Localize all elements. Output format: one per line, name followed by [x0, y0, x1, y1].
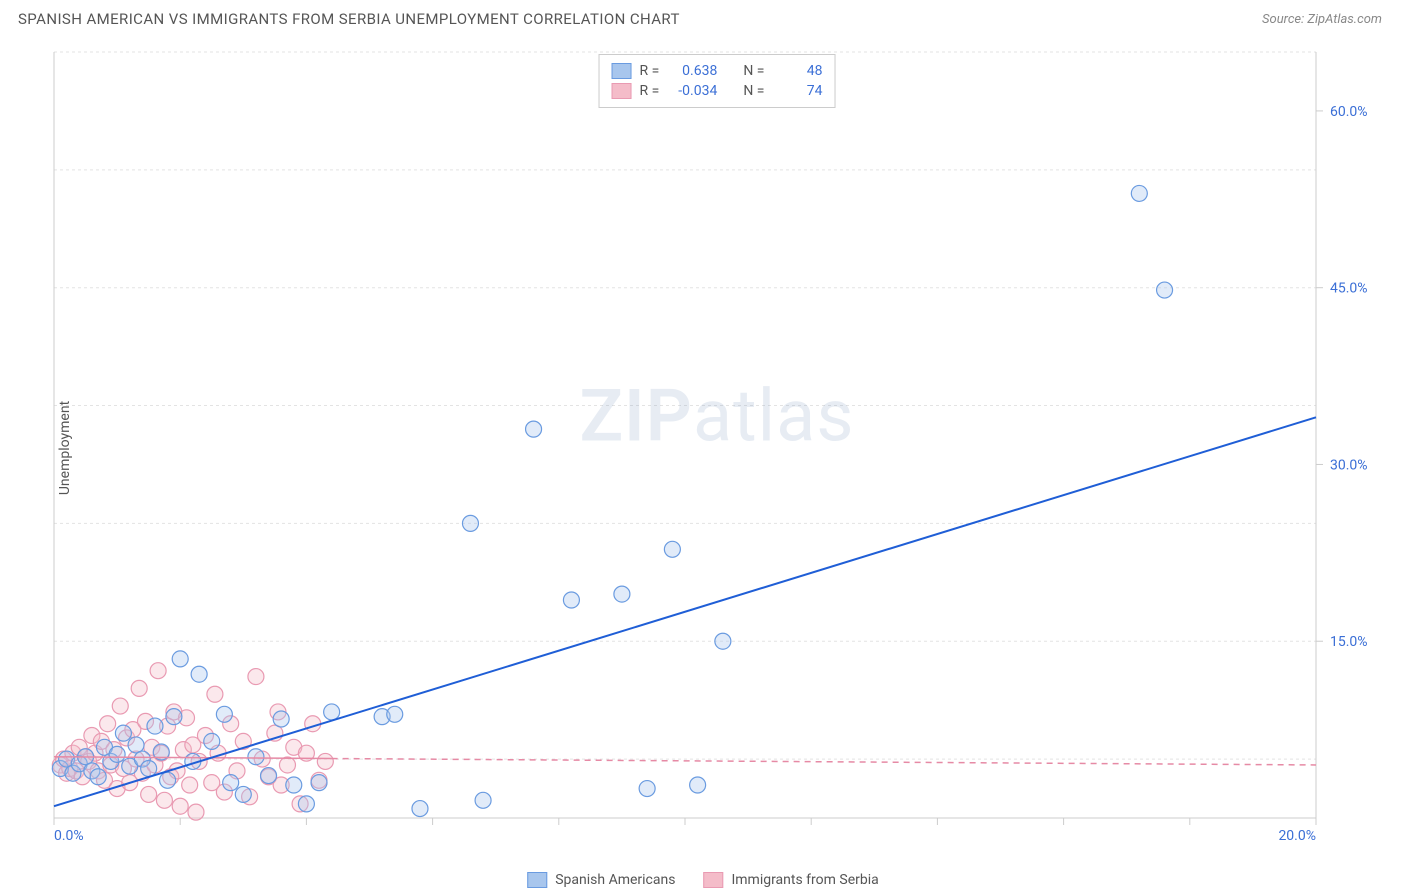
swatch-serbia	[703, 872, 723, 888]
n-label: N =	[743, 83, 764, 99]
r-value-serbia: -0.034	[667, 83, 717, 99]
legend-row-serbia: R = -0.034 N = 74	[612, 81, 823, 101]
r-label: R =	[640, 63, 660, 79]
scatter-plot: 0.0% 20.0% 15.0% 30.0% 45.0% 60.0%	[48, 48, 1386, 848]
svg-text:60.0%: 60.0%	[1330, 104, 1368, 120]
svg-text:45.0%: 45.0%	[1330, 281, 1368, 297]
legend-item-serbia: Immigrants from Serbia	[703, 872, 878, 888]
swatch-spanish	[527, 872, 547, 888]
n-label: N =	[743, 63, 764, 79]
series-legend: Spanish Americans Immigrants from Serbia	[527, 872, 879, 888]
chart-area: Unemployment 0.0%20.0%15.0%30.0%45.0%60.…	[48, 48, 1386, 848]
svg-text:20.0%: 20.0%	[1278, 828, 1316, 844]
n-value-serbia: 74	[772, 83, 822, 99]
swatch-serbia	[612, 83, 632, 99]
legend-row-spanish: R = 0.638 N = 48	[612, 61, 823, 81]
n-value-spanish: 48	[772, 63, 822, 79]
chart-title: SPANISH AMERICAN VS IMMIGRANTS FROM SERB…	[18, 10, 680, 28]
legend-item-spanish: Spanish Americans	[527, 872, 675, 888]
swatch-spanish	[612, 63, 632, 79]
svg-text:30.0%: 30.0%	[1330, 457, 1368, 473]
r-label: R =	[640, 83, 660, 99]
source-label: Source: ZipAtlas.com	[1262, 12, 1382, 27]
legend-label-serbia: Immigrants from Serbia	[731, 872, 878, 888]
r-value-spanish: 0.638	[667, 63, 717, 79]
svg-text:15.0%: 15.0%	[1330, 634, 1368, 650]
legend-label-spanish: Spanish Americans	[555, 872, 675, 888]
svg-text:0.0%: 0.0%	[54, 828, 84, 844]
correlation-legend: R = 0.638 N = 48 R = -0.034 N = 74	[599, 54, 836, 108]
